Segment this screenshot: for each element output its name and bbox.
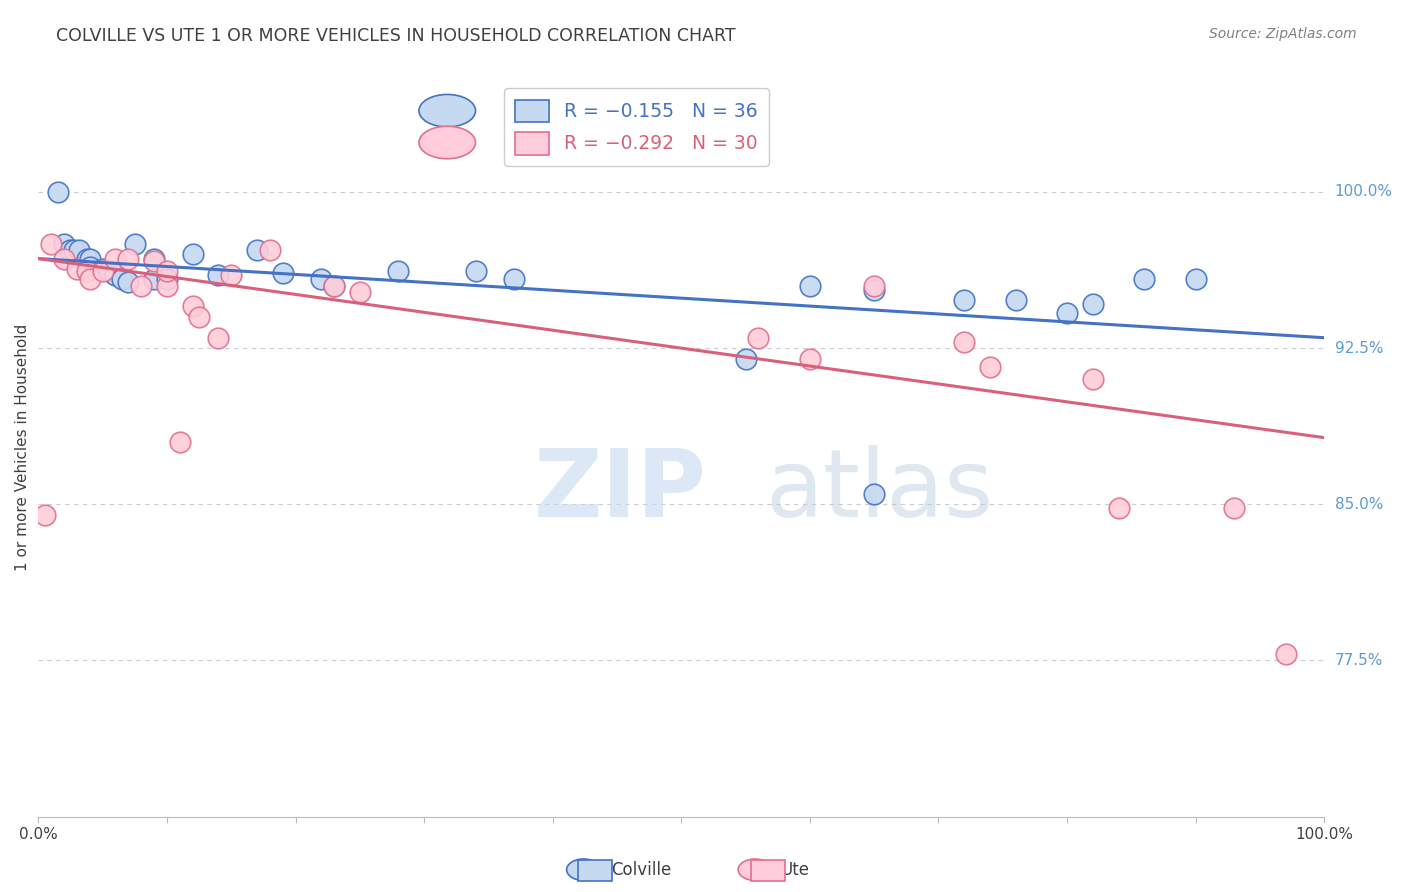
Point (34, 508, 56, 522)
Point (129, 278, 152, 293)
Point (53, 252, 76, 266)
Text: ZIP: ZIP (533, 445, 706, 537)
Circle shape (419, 127, 475, 159)
Point (117, 252, 139, 266)
Point (464, 264, 486, 278)
Point (863, 278, 886, 293)
Point (503, 272, 526, 286)
Point (69, 244, 91, 258)
Point (349, 285, 371, 299)
Point (953, 293, 976, 308)
Text: 92.5%: 92.5% (1334, 341, 1384, 356)
Point (799, 278, 821, 293)
Point (143, 253, 166, 268)
Point (1108, 501, 1130, 516)
Point (53, 237, 76, 252)
Point (1184, 272, 1206, 286)
Point (271, 266, 294, 280)
Point (799, 351, 821, 366)
Point (39, 237, 62, 252)
Point (747, 331, 769, 345)
Point (79, 260, 101, 274)
Point (46, 185, 69, 199)
Point (66, 262, 89, 277)
Text: 0.0%: 0.0% (18, 827, 58, 842)
Point (863, 283, 886, 297)
Point (117, 275, 139, 289)
Point (979, 359, 1001, 374)
Text: Ute: Ute (780, 861, 810, 879)
Point (219, 268, 242, 283)
Point (111, 272, 134, 286)
Point (734, 351, 756, 366)
Point (246, 244, 269, 258)
Point (323, 278, 346, 293)
Point (1133, 272, 1156, 286)
Text: Source: ZipAtlas.com: Source: ZipAtlas.com (1209, 27, 1357, 41)
Point (91, 262, 114, 277)
Point (259, 244, 281, 258)
Text: 77.5%: 77.5% (1334, 653, 1384, 668)
Point (309, 272, 332, 286)
Point (207, 268, 229, 283)
Point (953, 334, 976, 349)
Point (169, 434, 191, 449)
Y-axis label: 1 or more Vehicles in Household: 1 or more Vehicles in Household (15, 324, 30, 571)
Text: 100.0%: 100.0% (1334, 185, 1392, 200)
Text: 100.0%: 100.0% (1295, 827, 1354, 842)
Point (188, 310, 211, 324)
Point (181, 247, 204, 261)
Point (63, 244, 86, 258)
Point (323, 278, 346, 293)
Point (124, 237, 146, 252)
Point (104, 252, 127, 266)
Point (207, 331, 229, 345)
Point (1056, 306, 1078, 320)
Point (863, 487, 886, 501)
Point (1081, 297, 1104, 311)
Point (1223, 501, 1246, 516)
Point (98, 264, 121, 278)
Point (76, 252, 98, 266)
Point (76, 264, 98, 278)
Point (387, 264, 409, 278)
Point (181, 300, 204, 314)
Point (156, 264, 179, 278)
Point (143, 252, 166, 266)
Point (104, 268, 127, 283)
Point (91, 264, 114, 278)
Point (79, 252, 101, 266)
Point (79, 272, 101, 286)
Legend: R = −0.155   N = 36, R = −0.292   N = 30: R = −0.155 N = 36, R = −0.292 N = 30 (503, 88, 769, 166)
Text: Colville: Colville (612, 861, 672, 879)
Point (1081, 372, 1104, 386)
Text: atlas: atlas (765, 445, 993, 537)
Point (143, 272, 166, 286)
Point (1274, 647, 1296, 661)
Point (59, 244, 82, 258)
Point (1004, 293, 1026, 308)
Text: 85.0%: 85.0% (1334, 497, 1384, 512)
Point (156, 272, 179, 286)
Point (156, 278, 179, 293)
Circle shape (419, 95, 475, 127)
Text: COLVILLE VS UTE 1 OR MORE VEHICLES IN HOUSEHOLD CORRELATION CHART: COLVILLE VS UTE 1 OR MORE VEHICLES IN HO… (56, 27, 735, 45)
